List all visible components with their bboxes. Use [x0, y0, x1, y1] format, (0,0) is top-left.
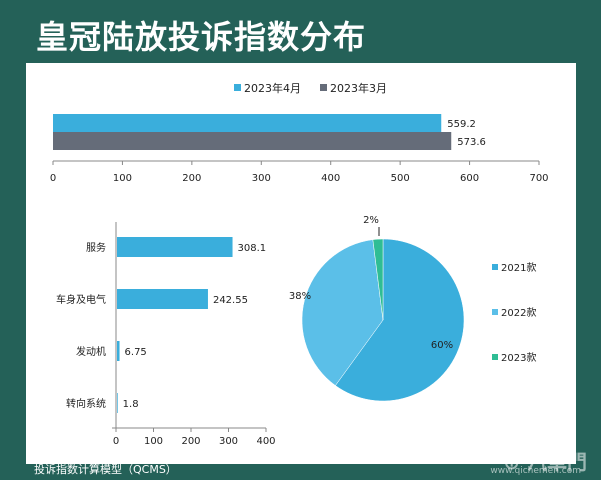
tick-label: 200: [182, 173, 201, 184]
bar: [117, 289, 208, 309]
pie-label: 60%: [431, 340, 453, 351]
legend-swatch: [492, 354, 498, 360]
footer-note: 投诉指数计算模型（QCMS）: [34, 463, 177, 476]
data-label: 1.8: [123, 399, 139, 410]
pie-slice: [301, 239, 384, 386]
tick-label: 400: [321, 173, 340, 184]
tick-label: 300: [252, 173, 271, 184]
tick-label: 0: [113, 436, 119, 447]
pie-label: 38%: [289, 291, 311, 302]
legend-swatch: [234, 84, 241, 91]
legend-label: 2021款: [501, 261, 536, 274]
tick-label: 100: [113, 173, 132, 184]
watermark-logo: ⊕ 汽車門: [503, 450, 587, 474]
legend-swatch: [320, 84, 327, 91]
category-label: 服务: [86, 241, 106, 254]
legend-swatch: [492, 264, 498, 270]
data-label: 308.1: [238, 243, 267, 254]
pie-slice: [335, 238, 465, 402]
category-label: 车身及电气: [56, 293, 106, 306]
legend-swatch: [492, 309, 498, 315]
watermark-url: www.qichemen.com: [490, 466, 581, 476]
pie-label: 2%: [363, 215, 379, 226]
bar: [117, 341, 120, 361]
page-title: 皇冠陆放投诉指数分布: [36, 18, 367, 56]
legend-label: 2022款: [501, 306, 536, 319]
bar: [53, 114, 442, 132]
pie-slice: [372, 238, 384, 321]
bar: [117, 393, 118, 413]
data-label: 6.75: [125, 347, 147, 358]
tick-label: 200: [181, 436, 200, 447]
category-label: 发动机: [76, 345, 106, 358]
data-label: 242.55: [213, 295, 248, 306]
tick-label: 0: [50, 173, 56, 184]
tick-label: 400: [256, 436, 275, 447]
tick-label: 300: [219, 436, 238, 447]
tick-label: 100: [144, 436, 163, 447]
legend-label: 2023年4月: [244, 81, 301, 95]
legend-label: 2023年3月: [330, 81, 387, 95]
category-label: 转向系统: [66, 397, 106, 410]
tick-label: 500: [391, 173, 410, 184]
bar: [53, 132, 452, 150]
tick-label: 700: [529, 173, 548, 184]
data-label: 559.2: [447, 119, 476, 130]
data-label: 573.6: [457, 137, 486, 148]
tick-label: 600: [460, 173, 479, 184]
legend-label: 2023款: [501, 351, 536, 364]
bar: [117, 237, 233, 257]
